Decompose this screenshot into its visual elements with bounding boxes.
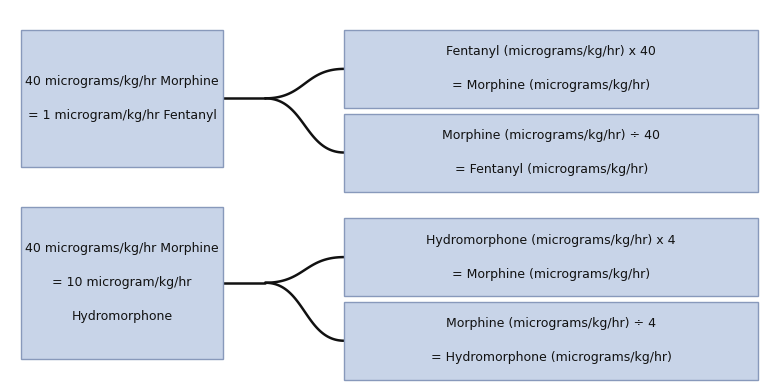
FancyBboxPatch shape <box>345 30 758 108</box>
FancyBboxPatch shape <box>345 218 758 296</box>
Text: Hydromorphone (micrograms/kg/hr) x 4

= Morphine (micrograms/kg/hr): Hydromorphone (micrograms/kg/hr) x 4 = M… <box>426 234 676 281</box>
Text: 40 micrograms/kg/hr Morphine

= 10 microgram/kg/hr

Hydromorphone: 40 micrograms/kg/hr Morphine = 10 microg… <box>25 242 219 323</box>
FancyBboxPatch shape <box>22 207 223 359</box>
FancyBboxPatch shape <box>345 113 758 192</box>
FancyBboxPatch shape <box>345 302 758 380</box>
Text: Morphine (micrograms/kg/hr) ÷ 4

= Hydromorphone (micrograms/kg/hr): Morphine (micrograms/kg/hr) ÷ 4 = Hydrom… <box>431 317 672 364</box>
Text: Fentanyl (micrograms/kg/hr) x 40

= Morphine (micrograms/kg/hr): Fentanyl (micrograms/kg/hr) x 40 = Morph… <box>446 45 656 92</box>
Text: 40 micrograms/kg/hr Morphine

= 1 microgram/kg/hr Fentanyl: 40 micrograms/kg/hr Morphine = 1 microgr… <box>25 75 219 122</box>
FancyBboxPatch shape <box>22 30 223 167</box>
Text: Morphine (micrograms/kg/hr) ÷ 40

= Fentanyl (micrograms/kg/hr): Morphine (micrograms/kg/hr) ÷ 40 = Fenta… <box>443 129 660 176</box>
